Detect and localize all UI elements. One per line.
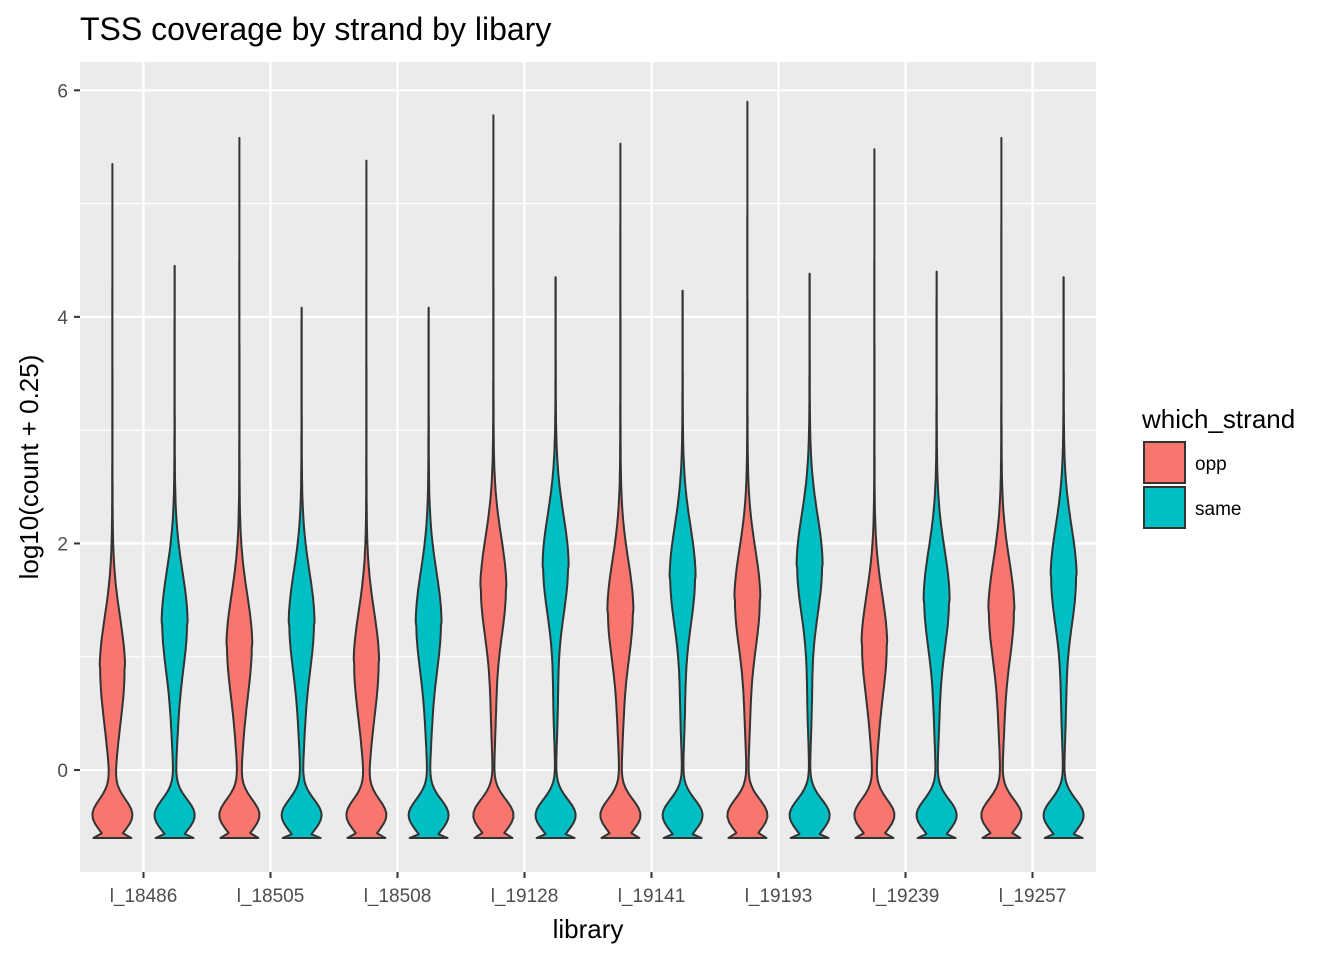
y-axis-ticks: 0 2 4 6 [57,81,80,782]
grid [80,62,1096,872]
violin-opp-l_19193 [726,100,769,839]
violin-same-l_19257 [1042,276,1085,839]
y-tick-label: 6 [57,81,68,102]
legend: which_strand opp same [1141,404,1295,529]
violin-same-l_18486 [153,264,196,839]
violin-same-l_19239 [915,270,958,839]
y-tick-label: 0 [57,761,68,782]
violin-same-l_19128 [534,276,577,839]
y-tick-label: 2 [57,534,68,555]
violin-opp-l_18508 [345,159,388,839]
x-tick-label: l_19128 [491,886,559,907]
legend-swatch-opp [1143,441,1186,484]
y-tick-label: 4 [57,308,68,329]
violins [91,100,1085,839]
x-tick-label: l_19257 [999,886,1067,907]
x-tick-label: l_19239 [872,886,940,907]
y-axis-title: log10(count + 0.25) [14,355,44,580]
violin-same-l_19193 [788,272,831,839]
x-tick-label: l_18505 [237,886,305,907]
chart-title: TSS coverage by strand by libary [80,11,551,47]
x-axis-title: library [553,914,624,944]
x-tick-label: l_19141 [618,886,686,907]
violin-opp-l_18505 [218,136,261,839]
plot-panel [80,62,1096,872]
x-tick-label: l_18486 [110,886,178,907]
x-tick-label: l_18508 [364,886,432,907]
legend-title: which_strand [1141,404,1295,434]
violin-opp-l_19257 [980,136,1023,839]
violin-opp-l_18486 [91,163,134,839]
violin-opp-l_19128 [472,114,515,839]
violin-opp-l_19239 [853,148,896,839]
violin-same-l_19141 [661,289,704,839]
x-axis-ticks: l_18486 l_18505 l_18508 l_19128 l_19141 l_191… [110,872,1067,907]
legend-label-opp: opp [1195,454,1227,475]
x-tick-label: l_19193 [745,886,813,907]
violin-same-l_18508 [407,306,450,839]
violin-same-l_18505 [280,306,323,839]
legend-swatch-same [1143,486,1186,529]
legend-label-same: same [1195,499,1241,520]
violin-opp-l_19141 [599,142,642,839]
